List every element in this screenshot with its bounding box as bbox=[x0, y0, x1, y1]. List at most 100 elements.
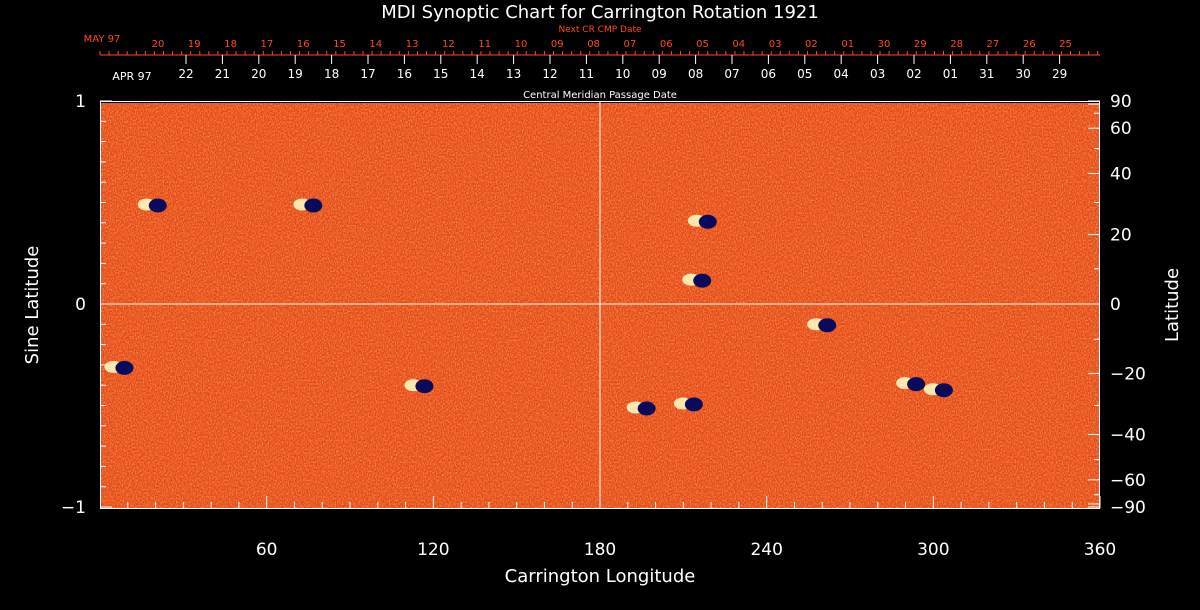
negative-polarity bbox=[907, 377, 926, 392]
cmp-date-label: 16 bbox=[397, 67, 412, 81]
magnetogram-field bbox=[100, 101, 1100, 508]
x-tick-label: 240 bbox=[750, 540, 782, 560]
y-left-axis: 1 0 −1 bbox=[61, 92, 112, 518]
cmp-date-label: 10 bbox=[615, 67, 630, 81]
negative-polarity bbox=[693, 273, 712, 288]
red-date-label: 25 bbox=[1059, 39, 1072, 50]
red-date-label: 04 bbox=[732, 39, 745, 50]
negative-polarity bbox=[684, 397, 703, 412]
cmp-date-label: 08 bbox=[688, 67, 703, 81]
active-region bbox=[293, 198, 323, 213]
negative-polarity bbox=[115, 360, 134, 375]
cmp-date-label: 11 bbox=[579, 67, 594, 81]
cmp-date-label: 01 bbox=[943, 67, 958, 81]
y-right-tick-label: 90 bbox=[1110, 92, 1132, 112]
red-date-axis-label: Next CR CMP Date bbox=[558, 25, 642, 35]
red-date-label: 08 bbox=[587, 39, 600, 50]
x-tick-label: 180 bbox=[584, 540, 616, 560]
y-left-axis-label: Sine Latitude bbox=[22, 246, 43, 365]
red-date-label: 27 bbox=[987, 39, 1000, 50]
cmp-date-label: 07 bbox=[724, 67, 739, 81]
cmp-date-start: APR 97 bbox=[112, 70, 151, 83]
active-region bbox=[923, 383, 953, 398]
negative-polarity bbox=[148, 198, 167, 213]
red-date-label: 13 bbox=[406, 39, 419, 50]
red-date-label: 06 bbox=[660, 39, 673, 50]
y-right-tick-label: 20 bbox=[1110, 226, 1132, 246]
negative-polarity bbox=[304, 198, 323, 213]
red-date-start: MAY 97 bbox=[84, 34, 121, 45]
active-region bbox=[673, 397, 703, 412]
negative-polarity bbox=[934, 383, 953, 398]
y-left-tick-label: 0 bbox=[75, 295, 86, 315]
red-date-label: 17 bbox=[261, 39, 274, 50]
y-right-axis: 90 60 40 20 0 −20 −40 −60 −90 bbox=[1088, 92, 1146, 518]
cmp-date-label: 22 bbox=[178, 67, 193, 81]
cmp-date-label: 12 bbox=[542, 67, 557, 81]
y-right-tick-label: 0 bbox=[1110, 295, 1121, 315]
y-right-tick-label: 40 bbox=[1110, 165, 1132, 185]
cmp-date-axis-label: Central Meridian Passage Date bbox=[523, 90, 677, 101]
negative-polarity bbox=[698, 214, 717, 229]
y-right-tick-label: −90 bbox=[1110, 498, 1146, 518]
red-date-label: 14 bbox=[369, 39, 382, 50]
red-date-label: 07 bbox=[624, 39, 637, 50]
negative-polarity bbox=[637, 401, 656, 416]
cmp-date-label: 20 bbox=[251, 67, 266, 81]
cmp-date-label: 02 bbox=[906, 67, 921, 81]
cmp-date-label: 14 bbox=[470, 67, 485, 81]
red-date-label: 18 bbox=[224, 39, 237, 50]
cmp-date-label: 04 bbox=[834, 67, 849, 81]
y-right-tick-label: 60 bbox=[1110, 119, 1132, 139]
cmp-date-label: 19 bbox=[288, 67, 303, 81]
cmp-date-label: 06 bbox=[761, 67, 776, 81]
x-axis: 60 120 180 240 300 360 bbox=[127, 496, 1116, 560]
x-tick-label: 300 bbox=[917, 540, 949, 560]
active-region bbox=[807, 318, 837, 333]
y-right-axis-label: Latitude bbox=[1162, 268, 1183, 342]
x-tick-label: 60 bbox=[256, 540, 278, 560]
cmp-date-label: 29 bbox=[1052, 67, 1067, 81]
red-date-label: 05 bbox=[696, 39, 709, 50]
cmp-date-label: 15 bbox=[433, 67, 448, 81]
red-date-label: 10 bbox=[515, 39, 528, 50]
cmp-date-label: 21 bbox=[215, 67, 230, 81]
red-date-label: 02 bbox=[805, 39, 818, 50]
cmp-date-label: 05 bbox=[797, 67, 812, 81]
active-region bbox=[687, 214, 717, 229]
red-date-label: 03 bbox=[769, 39, 782, 50]
active-region bbox=[896, 377, 926, 392]
cmp-date-label: 03 bbox=[870, 67, 885, 81]
red-date-axis: Next CR CMP Date MAY 97 20 19 18 17 16 15 14 13… bbox=[84, 25, 1100, 56]
red-date-label: 09 bbox=[551, 39, 564, 50]
red-date-label: 29 bbox=[914, 39, 927, 50]
cmp-date-label: 13 bbox=[506, 67, 521, 81]
active-region bbox=[682, 273, 712, 288]
active-region bbox=[626, 401, 656, 416]
cmp-date-label: 17 bbox=[360, 67, 375, 81]
red-date-label: 28 bbox=[950, 39, 963, 50]
active-region bbox=[137, 198, 167, 213]
red-date-label: 26 bbox=[1023, 39, 1036, 50]
cmp-date-label: 30 bbox=[1016, 67, 1031, 81]
red-date-label: 01 bbox=[841, 39, 854, 50]
y-left-tick-label: −1 bbox=[61, 498, 86, 518]
y-right-tick-label: −60 bbox=[1110, 471, 1146, 491]
y-right-tick-label: −40 bbox=[1110, 425, 1146, 445]
cmp-date-label: 31 bbox=[979, 67, 994, 81]
negative-polarity bbox=[818, 318, 837, 333]
red-date-label: 20 bbox=[152, 39, 165, 50]
y-left-tick-label: 1 bbox=[75, 92, 86, 112]
chart-title: MDI Synoptic Chart for Carrington Rotati… bbox=[381, 2, 819, 23]
cmp-date-label: 09 bbox=[652, 67, 667, 81]
active-region bbox=[404, 379, 434, 394]
x-tick-label: 360 bbox=[1084, 540, 1116, 560]
y-right-tick-label: −20 bbox=[1110, 364, 1146, 384]
red-date-label: 15 bbox=[333, 39, 346, 50]
red-date-label: 11 bbox=[478, 39, 491, 50]
x-axis-label: Carrington Longitude bbox=[505, 566, 696, 587]
red-date-label: 12 bbox=[442, 39, 455, 50]
red-date-label: 30 bbox=[878, 39, 891, 50]
x-tick-label: 120 bbox=[417, 540, 449, 560]
